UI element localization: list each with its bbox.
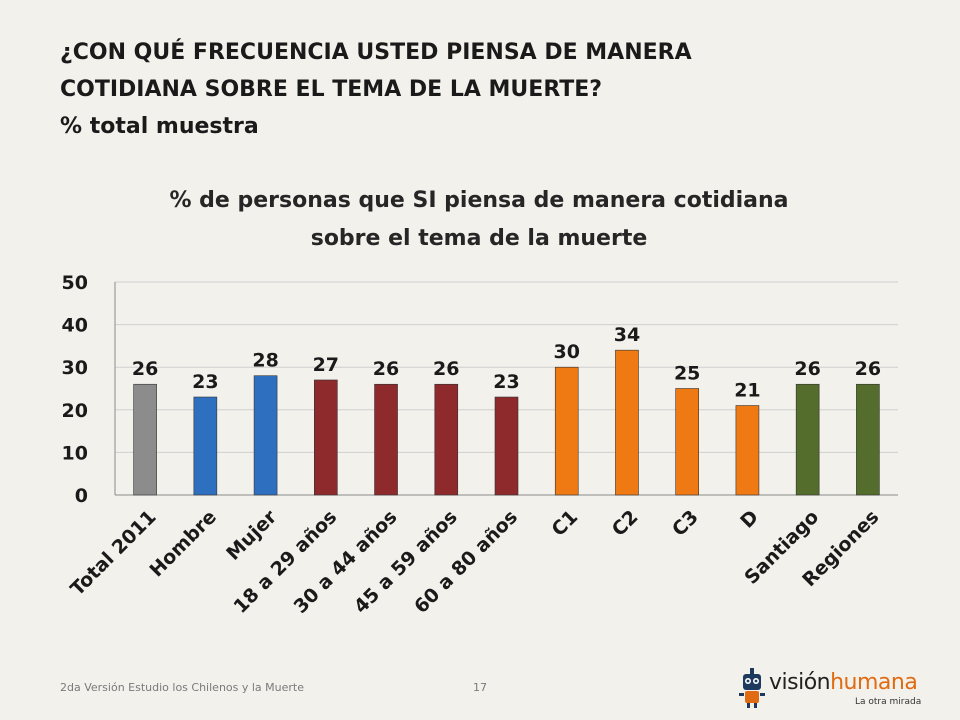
logo-tagline: La otra mirada	[855, 697, 922, 707]
bar-shine	[375, 385, 397, 494]
slide-subtitle: % total muestra	[60, 114, 259, 139]
bar-shine	[134, 385, 156, 494]
x-tick-label: 30 a 44 años	[290, 506, 402, 618]
y-tick-label: 30	[62, 357, 88, 379]
bar-shine	[496, 398, 517, 494]
bar-shine	[857, 385, 879, 494]
logo-wordmark-part1: visión	[769, 670, 831, 695]
bar-shine	[194, 398, 216, 494]
bar-shine	[556, 368, 578, 494]
data-label: 30	[554, 341, 580, 363]
y-tick-label: 50	[62, 272, 88, 294]
bar-shine	[315, 380, 337, 494]
data-label: 26	[855, 358, 881, 380]
x-tick-label: Hombre	[145, 506, 220, 581]
x-tick-label: Mujer	[222, 506, 281, 565]
logo-mascot-icon	[739, 668, 765, 708]
x-tick-label: C1	[547, 506, 582, 541]
chart-title-line: % de personas que SI piensa de manera co…	[169, 188, 788, 213]
slide-title-line1: ¿CON QUÉ FRECUENCIA USTED PIENSA DE MANE…	[60, 40, 692, 65]
y-tick-label: 10	[62, 442, 88, 464]
data-label: 34	[614, 324, 640, 346]
y-tick-label: 40	[62, 315, 88, 337]
x-tick-label: C3	[668, 506, 703, 541]
x-tick-label: D	[736, 506, 763, 533]
chart-title-line: sobre el tema de la muerte	[311, 226, 648, 251]
x-tick-label: 45 a 59 años	[350, 506, 462, 618]
bar-shine	[435, 385, 457, 494]
company-logo: visiónhumana La otra mirada	[735, 664, 935, 712]
bar-chart: % de personas que SI piensa de manera co…	[62, 188, 898, 618]
bar-shine	[255, 376, 277, 494]
x-tick-label: 60 a 80 años	[410, 506, 522, 618]
bar-shine	[616, 351, 638, 494]
bar-shine	[736, 406, 758, 494]
bar-shine	[797, 385, 819, 494]
page-number: 17	[473, 681, 487, 694]
data-label: 28	[252, 350, 278, 372]
bar-shine	[676, 389, 698, 494]
logo-wordmark: visiónhumana	[769, 670, 918, 695]
data-label: 21	[734, 380, 760, 402]
y-tick-label: 0	[75, 485, 88, 507]
data-label: 26	[132, 358, 158, 380]
x-tick-label: Total 2011	[66, 506, 160, 600]
x-tick-label: C2	[608, 506, 643, 541]
x-tick-label: 18 a 29 años	[229, 506, 341, 618]
data-label: 26	[794, 358, 820, 380]
data-label: 27	[313, 354, 339, 376]
data-label: 23	[192, 371, 218, 393]
slide-heading: ¿CON QUÉ FRECUENCIA USTED PIENSA DE MANE…	[60, 34, 920, 145]
logo-wordmark-part2: humana	[830, 670, 918, 695]
data-label: 25	[674, 363, 700, 385]
footer-text: 2da Versión Estudio los Chilenos y la Mu…	[60, 681, 305, 694]
slide-title-line2: COTIDIANA SOBRE EL TEMA DE LA MUERTE?	[60, 77, 603, 102]
data-label: 26	[433, 358, 459, 380]
data-label: 23	[493, 371, 519, 393]
y-tick-label: 20	[62, 400, 88, 422]
data-label: 26	[373, 358, 399, 380]
